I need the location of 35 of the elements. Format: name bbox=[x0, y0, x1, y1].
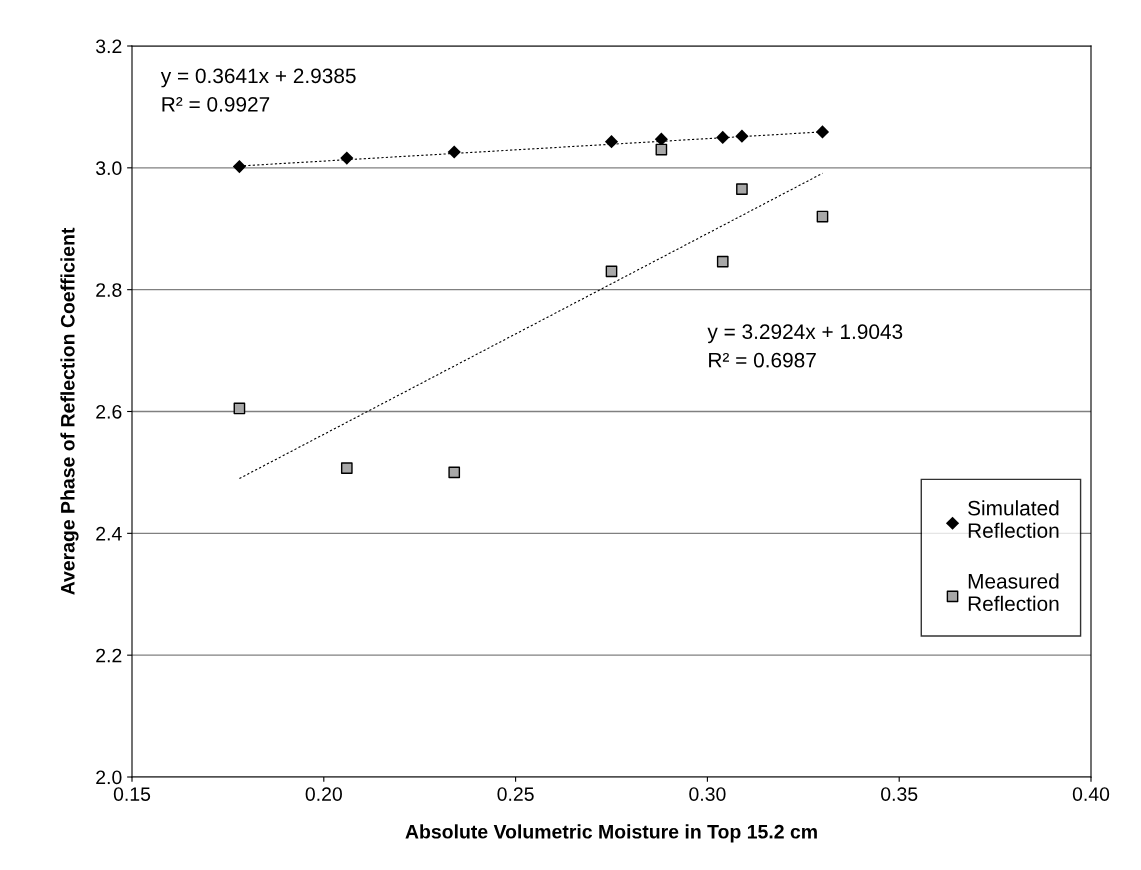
y-tick-label: 2.8 bbox=[96, 283, 122, 297]
point bbox=[716, 130, 730, 144]
point bbox=[816, 210, 829, 223]
point bbox=[605, 265, 618, 278]
point bbox=[655, 143, 668, 156]
y-tick-label: 2.6 bbox=[96, 404, 122, 419]
point bbox=[815, 125, 830, 139]
point bbox=[447, 145, 461, 159]
point bbox=[735, 129, 749, 143]
y-tick-label: 2.2 bbox=[96, 648, 122, 663]
point bbox=[340, 151, 354, 165]
point bbox=[448, 466, 461, 479]
y-axis-title: Average Phase of Reflection Coefficient bbox=[60, 227, 79, 595]
x-tick-label: 0.20 bbox=[305, 787, 342, 801]
x-tick-label: 0.35 bbox=[881, 787, 918, 801]
point bbox=[340, 462, 353, 474]
annotation: y = 0.3641x + 2.9385 R² = 0.9927 bbox=[160, 68, 356, 112]
x-axis-title: Absolute Volumetric Moisture in Top 15.2 cm bbox=[405, 824, 817, 843]
legend-label: Measured Reflection bbox=[968, 573, 1059, 612]
x-tick-label: 0.40 bbox=[1072, 787, 1110, 801]
point bbox=[736, 183, 748, 195]
point bbox=[604, 135, 619, 149]
point bbox=[232, 160, 246, 174]
point bbox=[716, 255, 729, 268]
annotation: y = 3.2924x + 1.9043 R² = 0.6987 bbox=[707, 324, 903, 368]
y-tick-label: 3.2 bbox=[95, 39, 122, 54]
y-tick-label: 3.0 bbox=[95, 161, 122, 176]
y-tick-label: 2.4 bbox=[96, 526, 122, 541]
y-tick-label: 2.0 bbox=[96, 770, 122, 785]
x-tick-label: 0.30 bbox=[689, 787, 726, 801]
point bbox=[233, 402, 246, 415]
point bbox=[654, 132, 668, 146]
x-tick-label: 0.15 bbox=[113, 787, 151, 801]
legend-label: Simulated Reflection bbox=[968, 500, 1059, 538]
x-tick-label: 0.25 bbox=[497, 787, 534, 801]
